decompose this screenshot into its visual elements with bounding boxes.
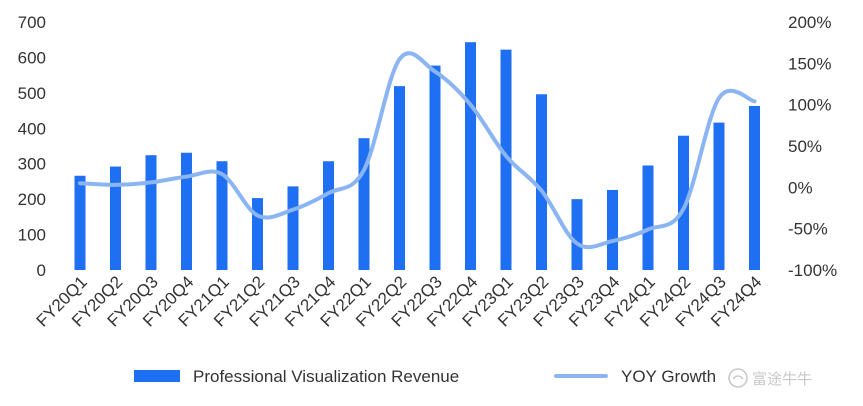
revenue-bar [252, 198, 263, 270]
right-tick-label: 150% [788, 54, 831, 73]
legend-bar-swatch [134, 370, 180, 382]
watermark: 富途牛牛 [728, 368, 812, 388]
revenue-bar [74, 175, 86, 270]
right-axis: -100% -50% 0% 50% 100% 150% 200% [788, 13, 837, 280]
left-tick-label: 500 [18, 84, 46, 103]
revenue-bar [713, 122, 725, 270]
line-series [78, 51, 757, 250]
revenue-bar [571, 199, 583, 270]
revenue-bar [323, 161, 334, 270]
revenue-bar [642, 165, 654, 270]
left-tick-label: 0 [37, 261, 46, 280]
revenue-bar [394, 86, 405, 270]
legend-bar-label: Professional Visualization Revenue [193, 367, 459, 386]
right-tick-label: 50% [788, 137, 822, 156]
legend: Professional Visualization Revenue YOY G… [134, 367, 716, 386]
revenue-bar [216, 161, 228, 270]
bar-series [74, 42, 760, 271]
revenue-bar [536, 94, 547, 270]
x-axis: FY20Q1FY20Q2FY20Q3FY20Q4FY21Q1FY21Q2FY21… [33, 272, 766, 330]
left-tick-label: 200 [18, 190, 46, 209]
left-tick-label: 400 [18, 119, 46, 138]
left-tick-label: 700 [18, 13, 46, 32]
left-tick-label: 600 [18, 48, 46, 67]
revenue-bar [607, 189, 618, 270]
watermark-text: 富途牛牛 [752, 370, 812, 388]
right-tick-label: -50% [788, 220, 828, 239]
left-tick-label: 100 [18, 226, 46, 245]
revenue-bar [678, 135, 689, 270]
left-axis: 0 100 200 300 400 500 600 700 [18, 13, 46, 280]
left-tick-label: 300 [18, 155, 46, 174]
right-tick-label: 100% [788, 96, 831, 115]
revenue-bar [500, 49, 512, 271]
revenue-bar [110, 166, 121, 270]
legend-line-label: YOY Growth [621, 367, 716, 386]
revenue-bar [145, 155, 157, 270]
futu-logo-icon [728, 368, 748, 388]
revenue-bar [465, 42, 476, 270]
revenue-bar [181, 152, 192, 270]
right-tick-label: 0% [788, 178, 813, 197]
right-tick-label: -100% [788, 261, 837, 280]
revenue-bar [358, 138, 370, 270]
yoy-growth-line [78, 51, 757, 250]
revenue-bar [287, 186, 299, 270]
right-tick-label: 200% [788, 13, 831, 32]
revenue-bar [749, 105, 760, 270]
revenue-bar [429, 65, 441, 270]
